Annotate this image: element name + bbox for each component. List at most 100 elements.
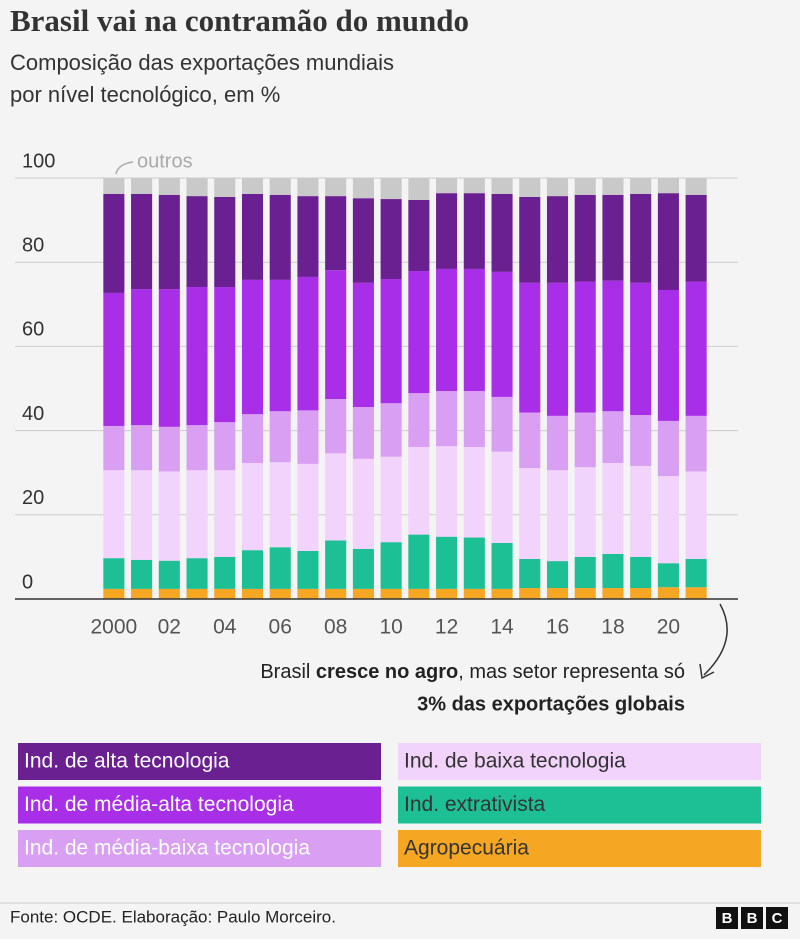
subtitle: Composição das exportações mundiais	[10, 50, 394, 75]
y-tick-label: 60	[22, 319, 44, 341]
bar-segment	[186, 425, 208, 471]
bar-segment	[657, 587, 679, 599]
bar-segment	[685, 471, 707, 560]
legend-label: Ind. de baixa tecnologia	[404, 750, 626, 773]
bar-segment	[269, 178, 291, 195]
bar-segment	[602, 411, 624, 464]
legend-label: Ind. extrativista	[404, 793, 546, 816]
bar-segment	[519, 178, 541, 197]
bar-segment	[602, 588, 624, 599]
bar-segment	[657, 563, 679, 588]
bar-segment	[685, 178, 707, 195]
x-tick-label: 2000	[91, 616, 138, 639]
bar-segment	[436, 391, 458, 447]
legend-swatch	[398, 786, 761, 824]
bar-segment	[352, 548, 374, 589]
bar-segment	[574, 178, 596, 195]
bar-segment	[463, 193, 485, 269]
logo-letter: B	[722, 910, 733, 927]
legend-label: Ind. de alta tecnologia	[24, 750, 230, 773]
bar-segment	[630, 588, 652, 599]
bar-segment	[103, 292, 125, 426]
bar-segment	[519, 412, 541, 469]
bar-segment	[297, 588, 319, 599]
x-tick-label: 04	[213, 616, 237, 639]
bar-segment	[186, 588, 208, 599]
bar-segment	[325, 196, 347, 271]
bar-segment	[408, 271, 430, 394]
legend-swatch	[18, 743, 381, 780]
logo-box	[716, 907, 738, 929]
bar-segment	[463, 537, 485, 589]
bar-segment	[186, 196, 208, 288]
annotation: Brasil cresce no agro, mas setor represe…	[260, 661, 685, 683]
bar-segment	[630, 415, 652, 466]
x-tick-label: 16	[546, 616, 569, 639]
bar-segment	[325, 540, 347, 589]
bar-segment	[519, 468, 541, 560]
bar-segment	[158, 560, 180, 589]
bar-segment	[325, 453, 347, 541]
bar-segment	[491, 178, 513, 194]
bar-segment	[241, 414, 264, 464]
bar-segment	[630, 178, 652, 194]
y-tick-label: 0	[22, 571, 33, 593]
bar-segment	[352, 178, 374, 199]
bar-segment	[546, 415, 569, 471]
bar-segment	[408, 447, 430, 535]
bar-segment	[241, 178, 264, 194]
bar-segment	[186, 470, 208, 559]
bar-segment	[380, 199, 402, 280]
bar-segment	[380, 279, 402, 404]
bar-segment	[546, 282, 569, 416]
bar-segment	[657, 476, 679, 564]
bar-segment	[214, 196, 236, 288]
bar-segment	[436, 446, 458, 537]
bar-segment	[131, 289, 153, 426]
annotation-part: cresce no agro	[316, 661, 458, 683]
logo-letter: C	[772, 910, 783, 927]
bar-segment	[602, 280, 624, 412]
bar-segment	[158, 194, 180, 290]
bar-segment	[214, 178, 236, 197]
bar-segment	[380, 178, 402, 200]
bar-segment	[491, 588, 513, 599]
x-tick-label: 20	[657, 616, 680, 639]
bar-segment	[297, 463, 319, 552]
bar-segment	[574, 467, 596, 557]
bar-segment	[630, 465, 652, 557]
bar-segment	[269, 411, 291, 463]
bar-segment	[546, 196, 569, 283]
x-tick-label: 10	[379, 616, 402, 639]
bar-segment	[685, 194, 707, 282]
bar-segment	[103, 470, 125, 559]
bar-segment	[546, 588, 569, 599]
bar-segment	[269, 588, 291, 599]
bar-segment	[519, 559, 541, 589]
bar-segment	[214, 422, 236, 471]
bar-segment	[131, 588, 153, 599]
bar-segment	[131, 559, 153, 589]
bar-segment	[241, 279, 264, 415]
bar-segment	[380, 542, 402, 589]
other-pointer	[115, 161, 134, 175]
bar-segment	[325, 588, 347, 599]
y-tick-label: 100	[22, 150, 55, 172]
bar-segment	[436, 193, 458, 269]
bar-segment	[602, 194, 624, 281]
bar-segment	[131, 178, 153, 194]
bar-segment	[241, 193, 264, 280]
annotation-arrow	[703, 603, 728, 676]
bar-segment	[408, 588, 430, 599]
bar-segment	[630, 193, 652, 283]
bar-segment	[574, 556, 596, 589]
bar-segment	[186, 558, 208, 589]
bar-segment	[352, 198, 374, 283]
bar-segment	[214, 287, 236, 423]
bar-segment	[574, 194, 596, 282]
bar-segment	[352, 407, 374, 459]
legend-swatch	[18, 830, 381, 867]
bar-segment	[103, 178, 125, 194]
bar-segment	[269, 462, 291, 548]
